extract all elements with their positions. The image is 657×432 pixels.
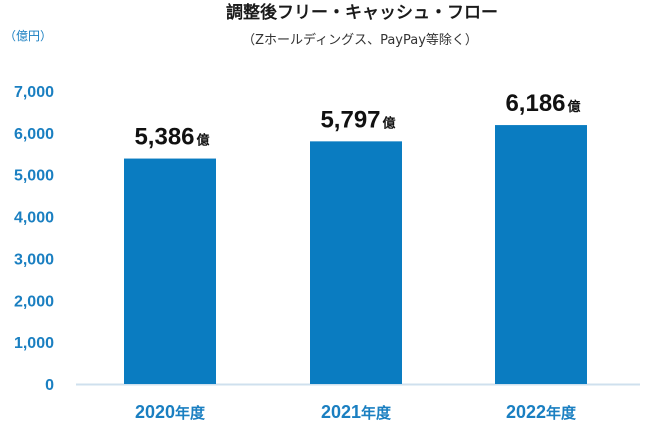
y-tick-label: 0 — [45, 377, 54, 394]
y-tick-label: 5,000 — [14, 168, 54, 185]
chart-title: 調整後フリー・キャッシュ・フロー — [226, 2, 498, 23]
x-axis-ticks: 2020年度 2021年度 2022年度 — [135, 402, 577, 422]
bar-data-label: 6,186 億 — [505, 90, 580, 117]
bar-data-label: 5,797 億 — [320, 106, 395, 133]
bar-data-label: 5,386 億 — [134, 124, 209, 151]
y-axis-unit-label: （億円） — [4, 29, 52, 43]
y-tick-label: 2,000 — [14, 293, 54, 310]
x-tick-label: 2020年度 — [135, 402, 206, 422]
y-tick-label: 6,000 — [14, 126, 54, 143]
y-tick-label: 1,000 — [14, 335, 54, 352]
x-tick-label: 2021年度 — [321, 402, 392, 422]
y-axis-ticks: 0 1,000 2,000 3,000 4,000 5,000 6,000 7,000 — [14, 84, 54, 394]
y-tick-label: 7,000 — [14, 84, 54, 101]
chart-subtitle: （Zホールディングス、PayPay等除く） — [242, 32, 478, 48]
bar — [310, 141, 402, 384]
bars-group — [124, 125, 587, 384]
y-tick-label: 4,000 — [14, 210, 54, 227]
bar — [495, 125, 587, 384]
bar — [124, 158, 216, 384]
x-tick-label: 2022年度 — [506, 402, 577, 422]
y-tick-label: 3,000 — [14, 251, 54, 268]
data-labels-group: 5,386 億 5,797 億 6,186 億 — [134, 90, 580, 150]
